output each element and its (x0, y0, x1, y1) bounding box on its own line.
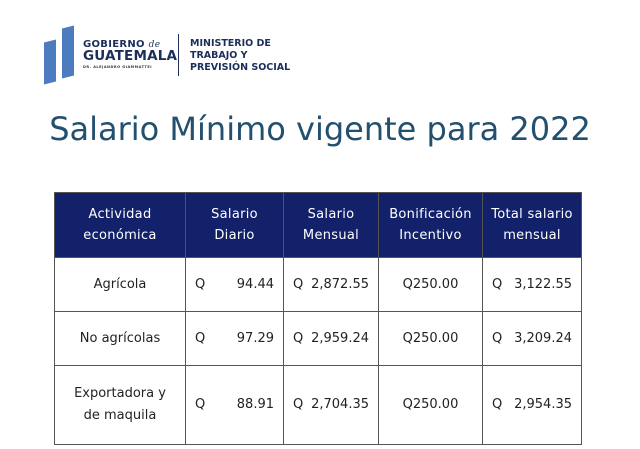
cell-bonus: Q250.00 (378, 365, 483, 445)
header-bonus: Bonificación Incentivo (378, 192, 483, 258)
page-title: Salario Mínimo vigente para 2022 (49, 110, 591, 148)
cell-activity: No agrícolas (54, 311, 186, 366)
cell-monthly: Q 2,872.55 (283, 257, 379, 312)
header-total: Total salario mensual (482, 192, 582, 258)
ministry-line: MINISTERIO DE (190, 38, 271, 49)
logo-president: DR. ALEJANDRO GIAMMATTEI (83, 64, 153, 69)
logo-bars-icon (44, 25, 78, 85)
header-activity: Actividad económica (54, 192, 186, 258)
logo-guatemala: GUATEMALA (83, 48, 178, 64)
cell-activity: Agrícola (54, 257, 186, 312)
cell-bonus: Q250.00 (378, 257, 483, 312)
ministry-line: PREVISIÓN SOCIAL (190, 62, 291, 73)
cell-total: Q 3,209.24 (482, 311, 582, 366)
logo-gobierno: GOBIERNO (83, 39, 145, 50)
cell-monthly: Q 2,704.35 (283, 365, 379, 445)
header-daily: Salario Diario (185, 192, 284, 258)
ministry-line: TRABAJO Y (190, 50, 248, 61)
cell-daily: Q 97.29 (185, 311, 284, 366)
minimum-wage-table: Actividad económica Salario Diario Salario… (54, 192, 582, 445)
cell-activity: Exportadora y de maquila (54, 365, 186, 445)
cell-bonus: Q250.00 (378, 311, 483, 366)
logo-divider (178, 34, 179, 76)
cell-daily: Q 94.44 (185, 257, 284, 312)
gobierno-guatemala-wordmark: GOBIERNO de GUATEMALA DR. ALEJANDRO GIAM… (83, 40, 177, 69)
table-header-row: Actividad económica Salario Diario Salario… (54, 192, 582, 258)
table-row: Agrícola Q 94.44 Q 2,872.55 Q250.00 Q 3,122… (54, 257, 582, 312)
cell-total: Q 2,954.35 (482, 365, 582, 445)
table-row: Exportadora y de maquila Q 88.91 Q 2,704.35… (54, 365, 582, 445)
cell-total: Q 3,122.55 (482, 257, 582, 312)
logo-de: de (148, 40, 161, 50)
cell-monthly: Q 2,959.24 (283, 311, 379, 366)
header-monthly: Salario Mensual (283, 192, 379, 258)
ministry-name: MINISTERIO DE TRABAJO Y PREVISIÓN SOCIAL (190, 38, 290, 74)
cell-daily: Q 88.91 (185, 365, 284, 445)
